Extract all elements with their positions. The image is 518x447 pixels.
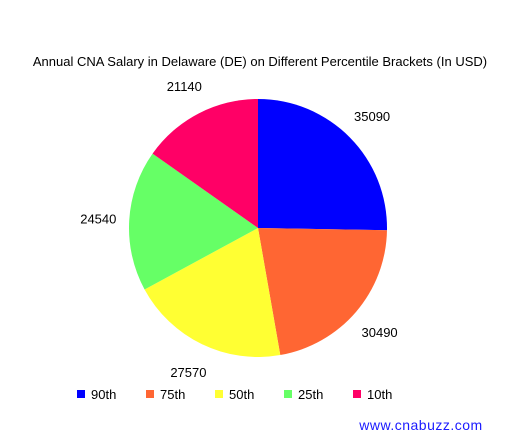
- legend-label-50th: 50th: [229, 387, 254, 402]
- data-label-50th: 27570: [170, 365, 206, 380]
- watermark: www.cnabuzz.com: [358, 417, 482, 433]
- pie-slice-90th: [258, 99, 387, 231]
- data-label-25th: 24540: [80, 212, 116, 227]
- data-label-10th: 21140: [167, 79, 202, 94]
- legend-swatch-90th: [77, 390, 85, 398]
- data-label-75th: 30490: [362, 325, 398, 340]
- pie-slice-75th: [258, 228, 387, 356]
- legend-swatch-25th: [284, 390, 292, 398]
- legend-label-90th: 90th: [91, 387, 116, 402]
- pie-slice-25th: [128, 153, 258, 290]
- legend: 90th 75th 50th 25th 10th: [77, 387, 392, 402]
- chart-title: Annual CNA Salary in Delaware (DE) on Di…: [33, 54, 487, 69]
- pie-slice-10th: [152, 99, 258, 228]
- legend-swatch-50th: [215, 390, 223, 398]
- pie-slices: [128, 99, 387, 357]
- legend-swatch-10th: [353, 390, 361, 398]
- data-labels: 35090 30490 27570 24540 21140: [80, 79, 397, 380]
- legend-swatch-75th: [146, 390, 154, 398]
- legend-label-25th: 25th: [298, 387, 323, 402]
- legend-label-10th: 10th: [367, 387, 392, 402]
- data-label-90th: 35090: [354, 109, 390, 124]
- legend-label-75th: 75th: [160, 387, 185, 402]
- pie-slice-50th: [144, 228, 281, 357]
